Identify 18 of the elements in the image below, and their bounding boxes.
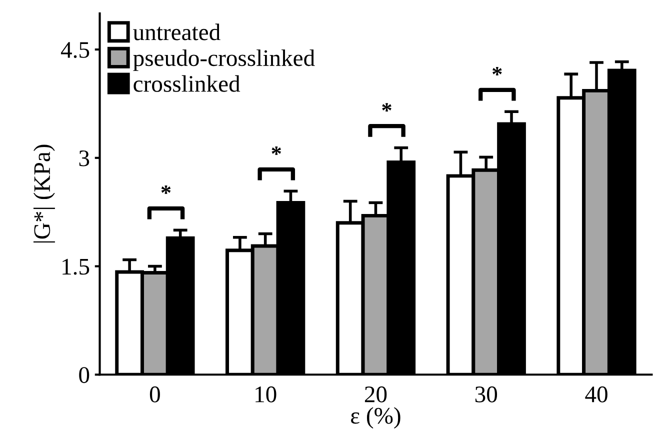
y-tick-label: 0 <box>79 367 90 384</box>
legend-label: pseudo-crosslinked <box>133 49 315 71</box>
annotation: * <box>492 66 502 76</box>
x-tick-label: 10 <box>256 386 276 402</box>
legend-label: untreated <box>133 24 220 40</box>
x-tick-label: 0 <box>150 386 160 402</box>
annotation: * <box>161 185 171 194</box>
y-axis-title: |G*| (KPa) <box>33 144 55 243</box>
x-tick-label: 40 <box>585 386 608 402</box>
x-tick-label: 30 <box>475 386 498 402</box>
x-tick-label: 20 <box>364 386 387 402</box>
annotation: * <box>272 146 282 155</box>
x-axis-title: ε (%) <box>351 407 400 429</box>
y-tick-label: 3 <box>79 150 90 166</box>
annotation: * <box>382 103 392 112</box>
y-tick-label: 1.5 <box>62 258 90 275</box>
legend-label: crosslinked <box>134 75 240 92</box>
y-tick-label: 4.5 <box>60 42 90 58</box>
